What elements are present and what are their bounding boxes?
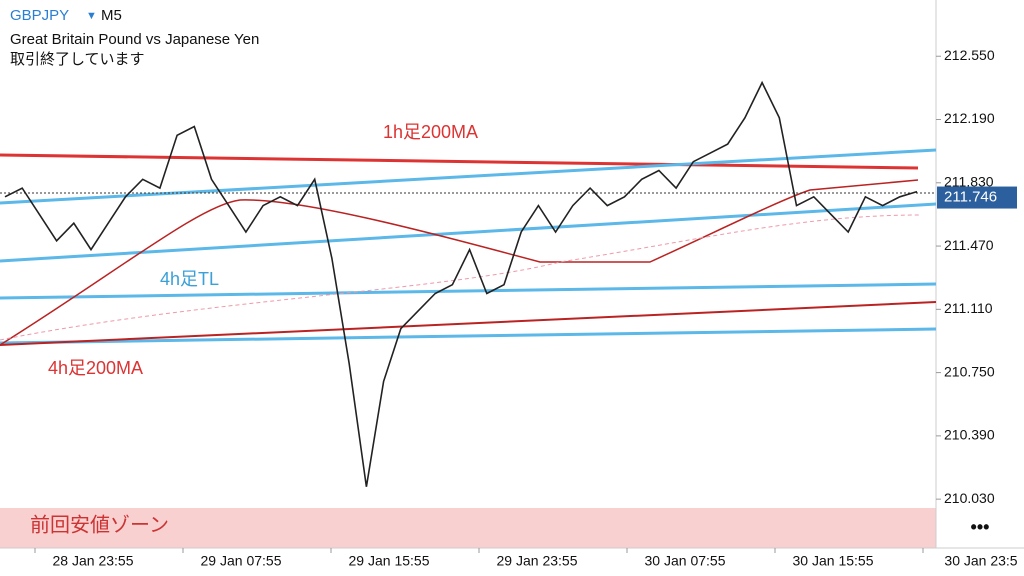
timeframe[interactable]: M5: [101, 7, 122, 24]
time-label: 29 Jan 07:55: [201, 553, 282, 569]
price-tick-label: 212.190: [944, 110, 995, 126]
price-tick-label: 211.110: [944, 300, 993, 316]
symbol[interactable]: GBPJPY: [10, 7, 69, 24]
price-tick-label: 211.830: [944, 173, 994, 189]
time-label: 28 Jan 23:55: [53, 553, 134, 569]
dropdown-icon[interactable]: ▼: [86, 10, 97, 22]
time-label: 30 Jan 23:5: [944, 553, 1017, 569]
price-tick-label: 210.390: [944, 427, 995, 443]
status: 取引終了しています: [10, 51, 145, 68]
current-price: 211.746: [944, 189, 997, 206]
price-line: [4, 80, 918, 487]
time-label: 30 Jan 15:55: [793, 553, 874, 569]
zone-label: 前回安値ゾーン: [30, 513, 169, 536]
menu-button[interactable]: •••: [971, 517, 990, 537]
trendline: [0, 202, 937, 263]
price-tick-label: 212.550: [944, 47, 995, 63]
price-tick-label: 210.030: [944, 490, 995, 506]
description: Great Britain Pound vs Japanese Yen: [10, 31, 259, 48]
trendline: [0, 148, 937, 205]
time-label: 29 Jan 15:55: [349, 553, 430, 569]
trendline: [0, 327, 937, 345]
annotation: 4h足TL: [160, 269, 219, 289]
low-zone: [0, 508, 936, 548]
time-label: 29 Jan 23:55: [497, 553, 578, 569]
moving-average: [0, 179, 919, 346]
ma-1h: [0, 153, 919, 170]
current-price-box: [937, 186, 1017, 209]
price-tick-label: 210.750: [944, 363, 995, 379]
moving-average: [0, 214, 921, 341]
ma-4h: [0, 301, 937, 346]
trendline: [0, 282, 937, 300]
time-label: 30 Jan 07:55: [645, 553, 726, 569]
price-tick-label: 211.470: [944, 237, 994, 253]
annotation: 1h足200MA: [383, 122, 478, 142]
annotation: 4h足200MA: [48, 358, 143, 378]
